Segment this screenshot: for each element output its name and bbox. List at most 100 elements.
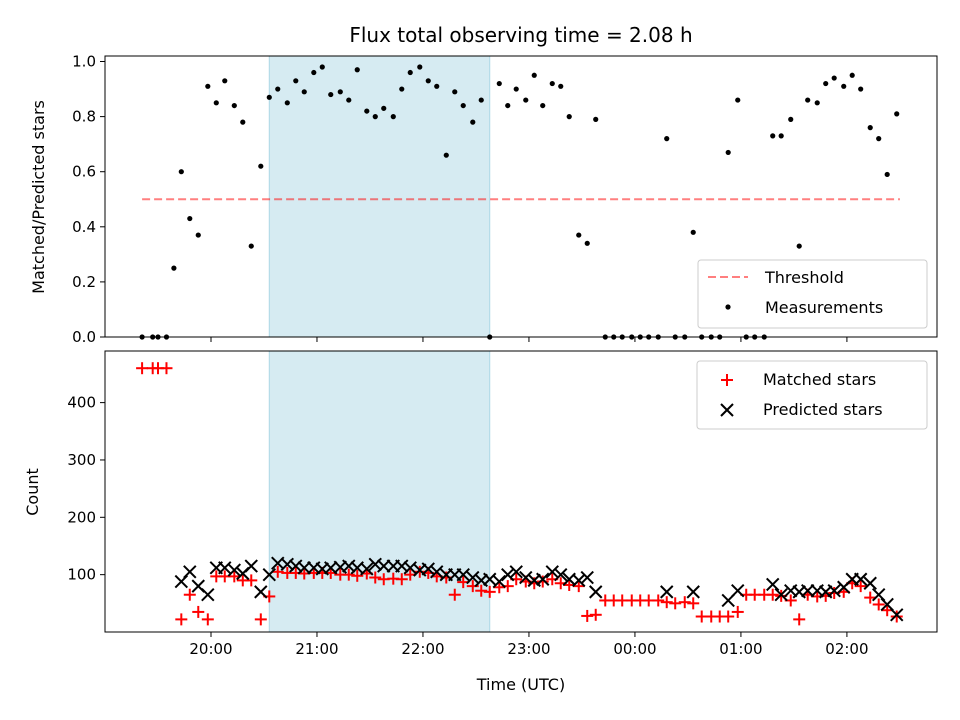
measurement-point	[778, 133, 784, 139]
chart-title: Flux total observing time = 2.08 h	[349, 23, 692, 47]
measurement-point	[407, 69, 413, 76]
measurement-point	[505, 102, 511, 109]
predicted-star-point	[244, 559, 258, 573]
time-x-tick-label: 22:00	[401, 640, 444, 658]
measurement-point	[213, 100, 219, 106]
predicted-star-point	[183, 565, 197, 579]
matched-star-point	[342, 568, 355, 581]
measurement-point	[258, 163, 264, 169]
measurement-point	[823, 80, 829, 87]
measurement-point	[549, 80, 555, 87]
predicted-star-point	[509, 565, 523, 579]
measurement-point	[275, 86, 281, 92]
measurement-point	[796, 243, 802, 249]
time-x-tick-label: 01:00	[719, 640, 762, 658]
count-y-axis-label: Count	[23, 468, 42, 516]
measurement-point	[690, 229, 696, 235]
measurement-point	[523, 97, 529, 103]
measurement-point	[425, 78, 431, 84]
measurement-point	[849, 72, 855, 78]
observing-window-shade-bottom	[268, 350, 491, 633]
measurement-point	[240, 119, 246, 125]
measurement-point	[876, 136, 882, 142]
measurement-point	[664, 136, 670, 142]
measurement-point	[293, 78, 299, 84]
observing-window-shade-top	[268, 55, 491, 338]
predicted-star-point	[545, 565, 559, 579]
time-x-tick-label: 00:00	[613, 640, 656, 658]
predicted-star-point	[774, 588, 788, 602]
measurement-point	[460, 102, 466, 109]
matched-star-point	[136, 362, 149, 375]
measurement-point	[354, 67, 360, 73]
measurement-point	[364, 108, 370, 114]
measurement-point	[858, 86, 864, 92]
legend-measurement-swatch	[725, 304, 731, 310]
measurement-point	[894, 111, 900, 117]
count-panel: 100 200 300 400 20:00 21:00 22:00 23:00 00:00 01…	[23, 350, 938, 694]
time-x-axis-label: Time (UTC)	[476, 675, 565, 694]
matched-star-point	[572, 580, 585, 593]
predicted-star-point	[827, 584, 841, 598]
measurement-point	[452, 89, 458, 95]
ratio-y-tick-label: 1.0	[72, 53, 96, 71]
matched-star-point	[660, 596, 673, 609]
shade-region	[268, 55, 491, 338]
predicted-star-point	[580, 570, 594, 585]
time-x-tick-label: 02:00	[825, 640, 868, 658]
predicted-star-point	[262, 567, 276, 582]
predicted-star-point	[377, 559, 391, 573]
count-y-tick-label: 200	[67, 508, 96, 526]
predicted-star-point	[863, 576, 877, 590]
measurement-point	[558, 83, 564, 89]
matched-star-point	[228, 570, 241, 583]
ratio-panel-frame	[104, 55, 938, 338]
predicted-star-point	[686, 585, 700, 599]
matched-star-point	[483, 585, 496, 598]
measurement-point	[831, 75, 837, 81]
legend-predicted-label: Predicted stars	[763, 400, 883, 419]
predicted-star-point	[254, 585, 268, 599]
measurement-point	[443, 152, 449, 158]
predicted-star-point	[589, 585, 603, 599]
measurement-point	[284, 100, 290, 106]
predicted-star-point	[536, 572, 550, 586]
matched-star-point	[369, 571, 382, 584]
measurement-point	[417, 64, 423, 70]
predicted-star-point	[519, 570, 533, 585]
matched-star-point	[192, 605, 205, 618]
measurement-point	[478, 97, 484, 103]
predicted-star-point	[501, 567, 515, 582]
matched-star-point	[589, 608, 602, 621]
legend-matched-label: Matched stars	[763, 370, 876, 389]
ratio-y-tick-label: 0.0	[72, 328, 96, 346]
measurement-point	[566, 114, 572, 120]
predicted-star-point	[766, 577, 780, 592]
measurement-point	[841, 83, 847, 89]
predicted-star-point	[297, 561, 311, 575]
legend-threshold-label: Threshold	[764, 268, 844, 287]
matched-star-point	[160, 362, 173, 375]
count-legend: Matched stars Predicted stars	[696, 360, 928, 430]
matched-star-point	[669, 597, 682, 610]
measurement-point	[231, 102, 237, 109]
ratio-y-axis-label: Matched/Predicted stars	[29, 100, 48, 294]
measurement-point	[531, 72, 537, 78]
predicted-star-point	[731, 584, 745, 598]
predicted-star-point	[554, 567, 568, 582]
matched-star-point	[448, 588, 461, 601]
measurement-point	[867, 125, 873, 131]
predicted-star-point	[421, 562, 435, 576]
measurement-point	[266, 94, 272, 100]
predicted-star-point	[853, 572, 868, 586]
ratio-x-ticks	[210, 337, 848, 342]
matched-star-point	[183, 588, 196, 601]
measurement-point	[576, 232, 582, 238]
ratio-y-tick-label: 0.6	[72, 163, 96, 181]
measurements-series	[139, 64, 900, 340]
time-x-tick-label: 23:00	[507, 640, 550, 658]
legend-matched-swatch	[721, 374, 733, 386]
measurement-point	[470, 119, 476, 125]
matched-star-point	[652, 594, 665, 607]
